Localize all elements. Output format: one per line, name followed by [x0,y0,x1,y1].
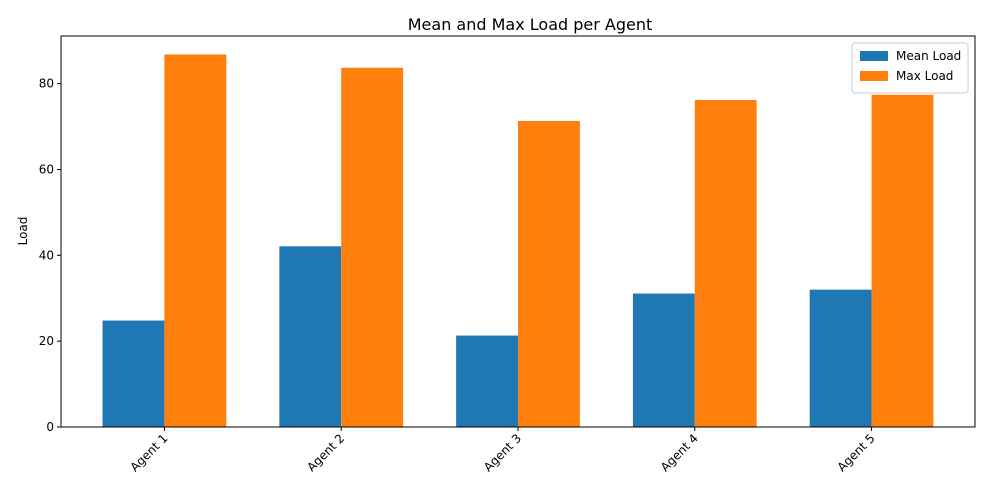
bar-max-load-3 [518,120,580,428]
legend-swatch [860,51,888,61]
legend-label: Max Load [896,69,953,83]
bar-max-load-4 [694,99,757,427]
y-tick-label: 20 [39,334,54,348]
y-axis-label: Load [16,217,30,246]
plot-frame [60,35,976,428]
bar-mean-load-3 [456,335,518,427]
legend: Mean Load Max Load [851,42,969,94]
bar-mean-load-2 [279,246,342,427]
x-tick-label: Agent 2 [304,431,347,474]
x-tick-label: Agent 3 [481,431,524,474]
y-tick-label: 0 [46,420,54,434]
legend-label: Mean Load [896,49,961,63]
y-tick-label: 80 [39,77,54,91]
y-axis: 0 20 40 60 80 [39,77,61,434]
bar-max-load-5 [871,94,934,427]
bar-mean-load-5 [809,289,872,427]
chart-title: Mean and Max Load per Agent [408,15,653,34]
bar-max-load-2 [341,67,404,427]
x-tick-label: Agent 1 [127,431,170,474]
x-tick-label: Agent 5 [835,431,878,474]
y-tick-label: 60 [39,162,54,176]
bar-mean-load-4 [632,293,695,427]
x-axis: Agent 1 Agent 2 Agent 3 Agent 4 Agent 5 [127,427,878,474]
y-tick-label: 40 [39,248,54,262]
x-tick-label: Agent 4 [658,431,701,474]
legend-swatch [860,71,888,81]
bars-group [102,54,934,428]
bar-max-load-1 [164,54,227,428]
bar-mean-load-1 [102,320,165,427]
